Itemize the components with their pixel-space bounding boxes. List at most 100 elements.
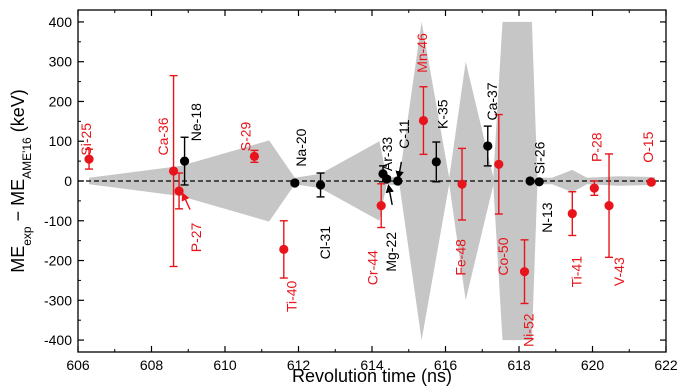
x-tick-label: 612 <box>287 357 311 373</box>
label-k-35: K-35 <box>434 99 450 129</box>
marker <box>457 179 467 189</box>
point-cl-31 <box>315 172 326 198</box>
label-ca-37: Ca-37 <box>484 82 500 120</box>
marker <box>646 177 656 187</box>
marker <box>589 183 599 193</box>
y-tick-label: 200 <box>49 93 73 109</box>
y-axis-title-sub1: exp <box>20 226 34 246</box>
label-co-50: Co-50 <box>495 237 511 275</box>
point-p-27 <box>174 172 184 210</box>
point-si-26 <box>525 176 535 186</box>
marker <box>567 209 577 219</box>
marker <box>519 267 530 277</box>
y-tick-label: 300 <box>49 54 73 70</box>
y-tick-label: 100 <box>49 133 73 149</box>
label-p-27: P-27 <box>188 222 204 252</box>
point-na-20 <box>290 178 300 188</box>
marker <box>179 156 190 166</box>
point-o-15 <box>646 177 656 187</box>
y-axis-title-unit: (keV) <box>8 89 28 137</box>
label-ca-36: Ca-36 <box>155 117 171 155</box>
point-s-29 <box>249 149 259 164</box>
y-tick-label: 400 <box>49 14 73 30</box>
point-k-35 <box>431 141 441 183</box>
y-axis-title-main: ME <box>8 246 28 273</box>
y-tick-label: 0 <box>64 173 72 189</box>
label-ar-33: Ar-33 <box>379 137 395 171</box>
point-n-13 <box>534 177 544 187</box>
x-tick-label: 606 <box>66 357 90 373</box>
x-tick-label: 622 <box>654 357 678 373</box>
point-ca-36 <box>168 74 179 268</box>
point-p-28 <box>589 180 599 197</box>
point-co-50 <box>494 113 504 215</box>
y-axis-title-mid: − ME <box>8 179 28 227</box>
marker <box>483 141 493 151</box>
label-mg-22: Mg-22 <box>383 232 399 272</box>
x-tick-label: 608 <box>140 357 164 373</box>
label-ni-52: Ni-52 <box>521 313 537 347</box>
marker <box>525 176 535 186</box>
x-tick-label: 618 <box>507 357 531 373</box>
label-na-20: Na-20 <box>293 128 309 166</box>
marker <box>431 157 441 167</box>
label-cr-44: Cr-44 <box>365 250 381 285</box>
point-ne-18 <box>179 136 190 186</box>
label-arrow-0 <box>181 192 191 210</box>
data-points <box>84 74 656 305</box>
y-tick-label: -100 <box>44 213 72 229</box>
marker <box>604 201 614 211</box>
point-mg-22 <box>382 174 392 184</box>
label-c-11: C-11 <box>396 119 412 149</box>
marker <box>418 115 429 126</box>
marker <box>174 186 184 196</box>
point-labels: Si-25 Ca-36 Ne-18 P-27 S-29 Na-20 Ti-40 Cl-31 Ar… <box>78 33 656 347</box>
x-tick-label: 614 <box>360 357 384 373</box>
point-ni-52 <box>519 239 530 305</box>
label-arrow-2 <box>395 161 404 180</box>
point-ti-41 <box>567 191 577 237</box>
point-c-11 <box>393 176 403 186</box>
y-axis-title-sub2: AME'16 <box>20 137 34 179</box>
point-mn-46 <box>418 86 429 156</box>
y-tick-label: -400 <box>44 332 72 348</box>
marker <box>534 177 544 187</box>
marker <box>382 174 392 184</box>
x-tick-label: 616 <box>434 357 458 373</box>
axes: 606 608 610 612 614 616 618 620 622 -400 -300 -200 -… <box>44 9 678 373</box>
y-tick-label: -200 <box>44 253 72 269</box>
uncertainty-band <box>89 21 655 341</box>
marker <box>393 176 403 186</box>
x-tick-label: 620 <box>581 357 605 373</box>
label-cl-31: Cl-31 <box>317 226 333 260</box>
marker <box>168 166 179 176</box>
label-mn-46: Mn-46 <box>414 33 430 73</box>
y-axis-title: MEexp − MEAME'16 (keV) <box>8 89 34 273</box>
marker <box>249 151 259 161</box>
label-ti-40: Ti-40 <box>284 280 300 312</box>
point-si-25 <box>84 148 94 170</box>
x-axis-title: Revolution time (ns) <box>292 366 452 386</box>
label-v-43: V-43 <box>611 257 627 286</box>
label-ne-18: Ne-18 <box>188 103 204 141</box>
x-tick-label: 610 <box>213 357 237 373</box>
point-cr-44 <box>376 183 386 229</box>
label-fe-48: Fe-48 <box>453 239 469 276</box>
label-o-15: O-15 <box>640 131 656 162</box>
label-s-29: S-29 <box>238 121 254 151</box>
label-p-28: P-28 <box>589 132 605 162</box>
label-arrow-1 <box>385 184 394 205</box>
marker <box>494 159 504 169</box>
marker <box>279 244 289 254</box>
label-n-13: N-13 <box>539 202 555 233</box>
marker <box>84 154 94 164</box>
label-si-26: Si-26 <box>532 141 548 174</box>
marker <box>315 180 326 190</box>
label-arrows <box>181 161 404 210</box>
marker <box>376 201 386 211</box>
point-ca-37 <box>483 125 493 167</box>
point-fe-48 <box>457 147 467 221</box>
label-ti-41: Ti-41 <box>569 256 585 288</box>
point-v-43 <box>604 153 614 259</box>
